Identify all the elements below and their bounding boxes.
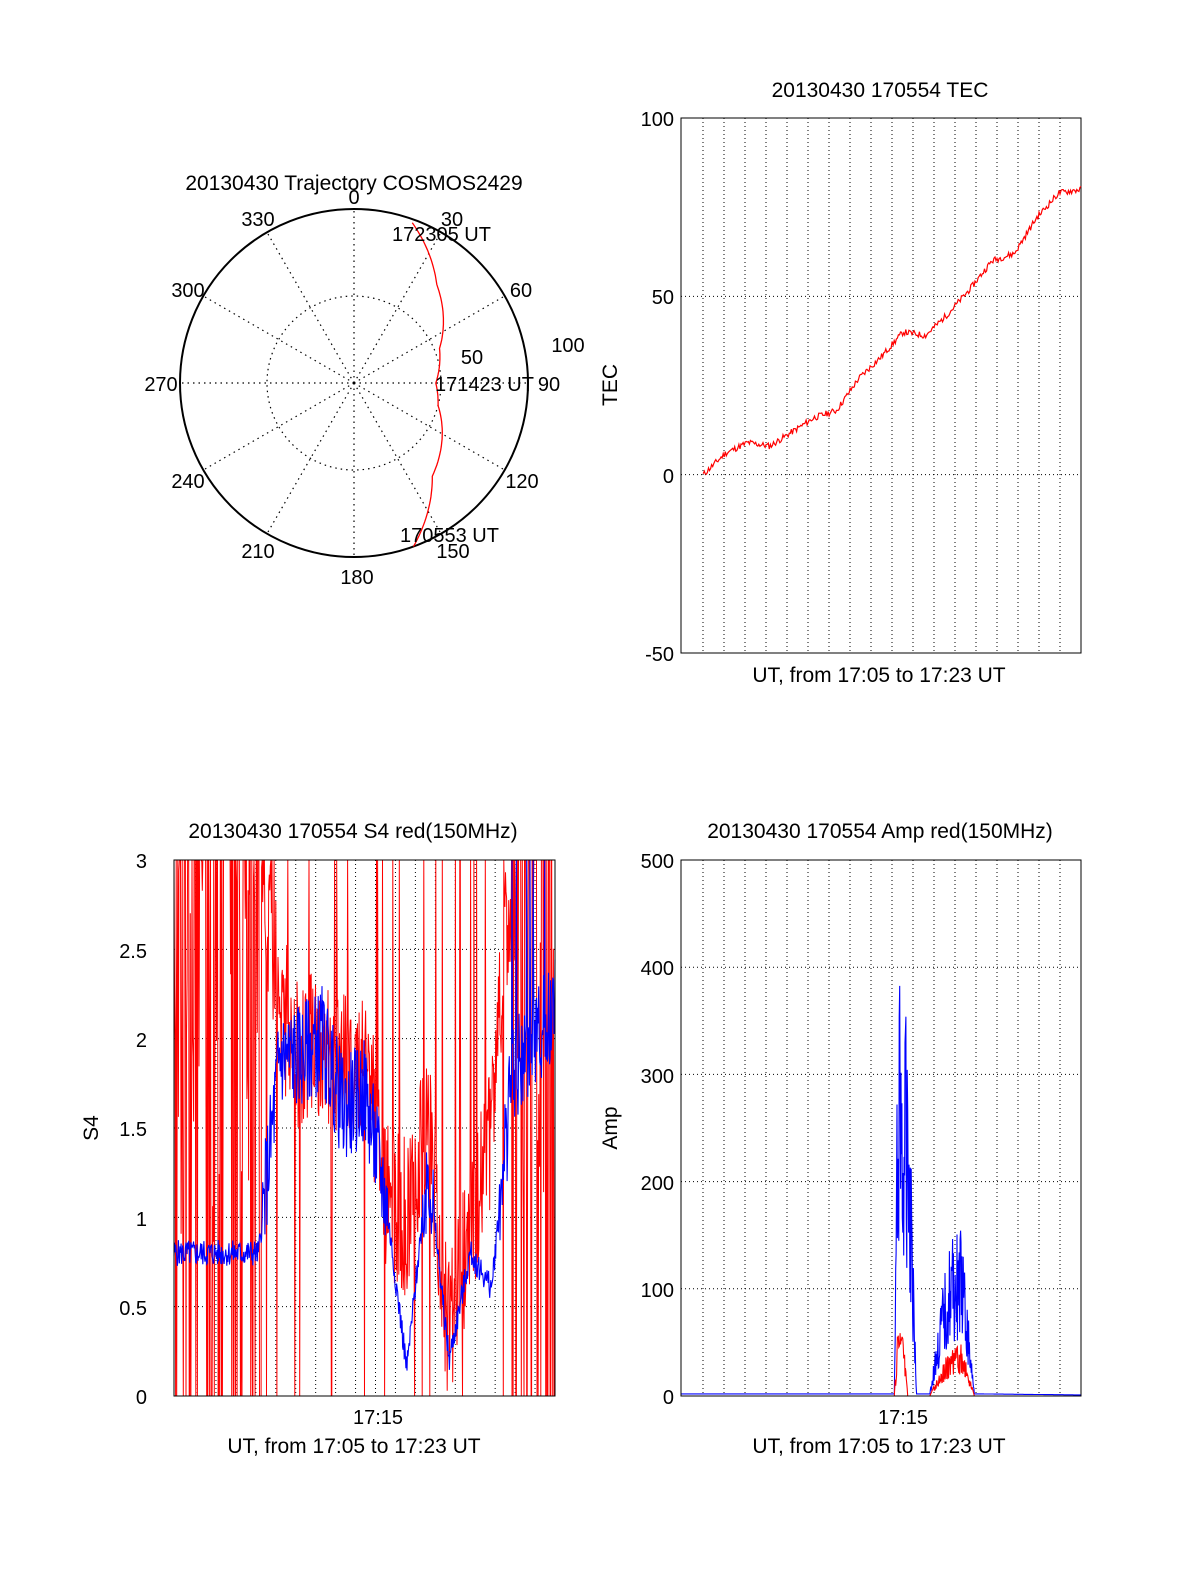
- angle-label-330: 330: [241, 209, 274, 231]
- polar-spoke-60: [353, 295, 505, 384]
- amp-blue-series: [681, 985, 1081, 1396]
- angle-label-90: 90: [538, 374, 560, 396]
- polar-spoke-330: [266, 232, 355, 384]
- tec-plot-frame: [680, 117, 1082, 654]
- tec-ytick-0: 0: [663, 466, 674, 488]
- tec-panel: 20130430 170554 TEC 100 50 0 -50 TEC UT,…: [599, 79, 1082, 687]
- s4-ytick-1-5: 1.5: [119, 1119, 147, 1141]
- angle-label-0: 0: [348, 187, 359, 209]
- radial-label-100: 100: [551, 335, 584, 357]
- amp-title: 20130430 170554 Amp red(150MHz): [707, 820, 1053, 843]
- tec-ytick-100: 100: [641, 109, 674, 131]
- s4-xlabel: UT, from 17:05 to 17:23 UT: [227, 1435, 480, 1458]
- s4-ytick-2: 2: [136, 1030, 147, 1052]
- amp-ytick-0: 0: [663, 1387, 674, 1409]
- time-label-start: 170553 UT: [400, 525, 499, 547]
- amp-ylabel: Amp: [599, 1106, 622, 1149]
- time-label-end: 172305 UT: [392, 224, 491, 246]
- tec-ytick-50: 50: [652, 287, 674, 309]
- polar-spoke-240: [203, 382, 355, 471]
- amp-ytick-200: 200: [641, 1173, 674, 1195]
- s4-ytick-1: 1: [136, 1209, 147, 1231]
- tec-grid: [681, 118, 1081, 653]
- time-label-mid: 171423 UT: [435, 374, 534, 396]
- s4-ylabel: S4: [80, 1115, 103, 1141]
- polar-spoke-300: [203, 295, 355, 384]
- tec-title: 20130430 170554 TEC: [772, 79, 989, 102]
- s4-ytick-0: 0: [136, 1387, 147, 1409]
- polar-spoke-30: [353, 232, 442, 384]
- amp-red-series: [681, 1333, 1081, 1397]
- polar-spoke-120: [353, 382, 505, 471]
- polar-panel: 20130430 Trajectory COSMOS2429 0 30 60 9…: [144, 172, 584, 589]
- tec-series-line: [702, 185, 1082, 475]
- amp-ytick-100: 100: [641, 1280, 674, 1302]
- angle-label-270: 270: [144, 374, 177, 396]
- amp-grid: [681, 860, 1081, 1396]
- angle-label-120: 120: [505, 471, 538, 493]
- polar-title: 20130430 Trajectory COSMOS2429: [185, 172, 522, 195]
- trajectory-track: [411, 222, 445, 547]
- s4-plot-frame: [173, 859, 556, 1397]
- amp-ytick-400: 400: [641, 958, 674, 980]
- angle-label-240: 240: [171, 471, 204, 493]
- amp-ytick-500: 500: [641, 851, 674, 873]
- angle-label-150: 150: [436, 541, 469, 563]
- polar-outer-ring: [179, 208, 529, 558]
- s4-xtick-1715: 17:15: [353, 1407, 403, 1429]
- s4-panel: 20130430 170554 S4 red(150MHz) 3 2.5 2 1…: [80, 820, 556, 1458]
- angle-label-210: 210: [241, 541, 274, 563]
- polar-ring-50: [266, 295, 442, 471]
- amp-ytick-300: 300: [641, 1066, 674, 1088]
- radial-label-50: 50: [461, 347, 483, 369]
- angle-label-60: 60: [510, 280, 532, 302]
- amp-panel: 20130430 170554 Amp red(150MHz) 500 400 …: [599, 820, 1082, 1458]
- s4-blue-series: [173, 859, 556, 1371]
- tec-xlabel: UT, from 17:05 to 17:23 UT: [752, 664, 1005, 687]
- polar-grid: [180, 209, 528, 557]
- s4-title: 20130430 170554 S4 red(150MHz): [188, 820, 517, 843]
- angle-label-180: 180: [340, 567, 373, 589]
- amp-xlabel: UT, from 17:05 to 17:23 UT: [752, 1435, 1005, 1458]
- s4-ytick-2-5: 2.5: [119, 941, 147, 963]
- tec-ytick-minus50: -50: [645, 644, 674, 666]
- polar-spoke-210: [266, 382, 355, 534]
- polar-spoke-150: [353, 382, 442, 534]
- angle-label-30: 30: [441, 209, 463, 231]
- angle-label-300: 300: [171, 280, 204, 302]
- amp-xtick-1715: 17:15: [878, 1407, 928, 1429]
- s4-ytick-0-5: 0.5: [119, 1298, 147, 1320]
- tec-ylabel: TEC: [599, 364, 622, 406]
- polar-angle-labels: 0 30 60 90 120 150 180 210 240 270 300 3…: [144, 187, 560, 589]
- s4-ytick-3: 3: [136, 851, 147, 873]
- amp-plot-frame: [680, 859, 1082, 1397]
